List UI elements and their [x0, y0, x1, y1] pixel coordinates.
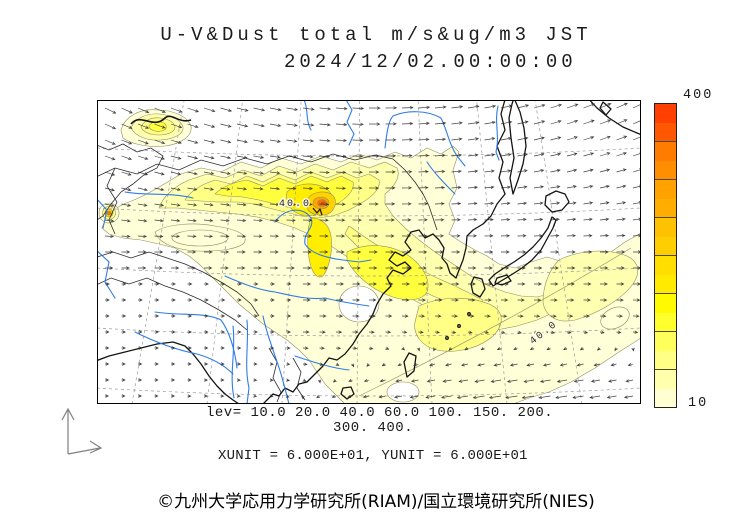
contour-label-40-west: 40.0: [279, 199, 311, 210]
colorbar-min-label: 10: [688, 396, 709, 411]
colorbar-segment: [655, 198, 676, 218]
colorbar-segment: [655, 274, 676, 294]
colorbar-segment: [655, 388, 676, 407]
borders: [97, 143, 438, 403]
dust-map-svg: 40.0 40.0: [97, 100, 641, 404]
wind-vectors: [104, 102, 641, 400]
colorbar-segment: [655, 294, 676, 313]
colorbar-segment: [655, 350, 676, 370]
map-canvas: 40.0 40.0: [97, 100, 641, 404]
contour-fills: [98, 109, 641, 404]
copyright-text: ©九州大学応用力学研究所(RIAM)/国立環境研究所(NIES): [157, 492, 595, 512]
chart-datetime: 2024/12/02.00:00:00: [284, 51, 577, 73]
map-frame: [97, 100, 641, 404]
colorbar-segment: [655, 218, 676, 237]
contour-levels-text: lev= 10.0 20.0 40.0 60.0 100. 150. 200.: [206, 405, 554, 421]
colorbar-segment: [655, 332, 676, 351]
colorbar-max-label: 400: [683, 88, 714, 103]
colorbar-segment: [655, 180, 676, 199]
colorbar-segment: [655, 236, 676, 256]
colorbar-segment: [655, 104, 676, 123]
contour-levels-text-2: 300. 400.: [333, 420, 414, 436]
colorbar-segment: [655, 312, 676, 332]
chart-title: U-V&Dust total m/s&ug/m3 JST: [160, 24, 592, 46]
graticule: [97, 100, 641, 404]
rivers: [97, 100, 500, 404]
colorbar-segment: [655, 256, 676, 275]
colorbar: [654, 103, 677, 408]
axis-indicator: [61, 407, 103, 455]
colorbar-segment: [655, 122, 676, 142]
unit-scale-text: XUNIT = 6.000E+01, YUNIT = 6.000E+01: [218, 448, 528, 464]
colorbar-segment: [655, 370, 676, 389]
colorbar-segment: [655, 142, 676, 161]
colorbar-segment: [655, 160, 676, 180]
